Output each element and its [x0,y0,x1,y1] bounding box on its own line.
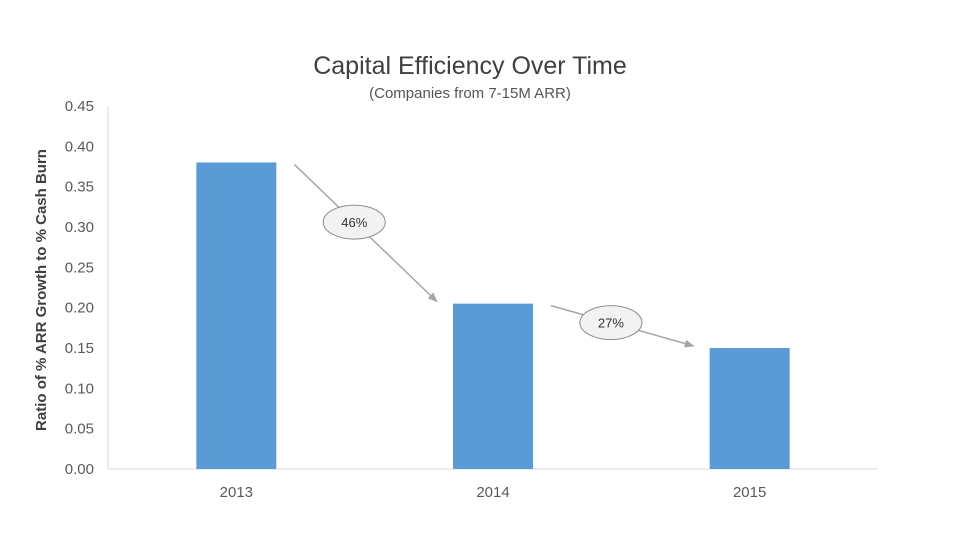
bar-2013 [196,162,277,469]
x-tick-label: 2015 [733,484,766,501]
y-tick-label: 0.35 [65,179,94,196]
y-tick-label: 0.30 [65,219,94,236]
annotations: 46% 27% [293,163,695,348]
y-tick-label: 0.15 [65,340,94,357]
bar-2015 [709,348,790,469]
y-tick-labels: 0.00 0.05 0.10 0.15 0.20 0.25 0.30 0.35 0.40 0.45 [65,98,94,478]
y-tick-label: 0.40 [65,138,94,155]
bar-2014 [453,303,533,469]
y-axis-label: Ratio of % ARR Growth to % Cash Burn [33,149,50,431]
x-tick-labels: 2013 2014 2015 [220,484,767,501]
y-tick-label: 0.45 [65,98,94,115]
y-tick-label: 0.20 [65,300,94,317]
bars [196,162,790,469]
x-tick-label: 2013 [220,484,253,501]
annotation-bubble [579,305,643,341]
chart-title: Capital Efficiency Over Time [313,52,627,80]
annotation-label: 27% [598,316,624,331]
x-tick-label: 2014 [476,484,509,501]
chart-subtitle: (Companies from 7-15M ARR) [369,85,571,102]
y-tick-label: 0.00 [65,461,94,478]
y-tick-label: 0.25 [65,259,94,276]
annotation-bubble [322,204,386,240]
annotation-label: 46% [341,215,367,230]
y-tick-label: 0.10 [65,380,94,397]
y-tick-label: 0.05 [65,421,94,438]
